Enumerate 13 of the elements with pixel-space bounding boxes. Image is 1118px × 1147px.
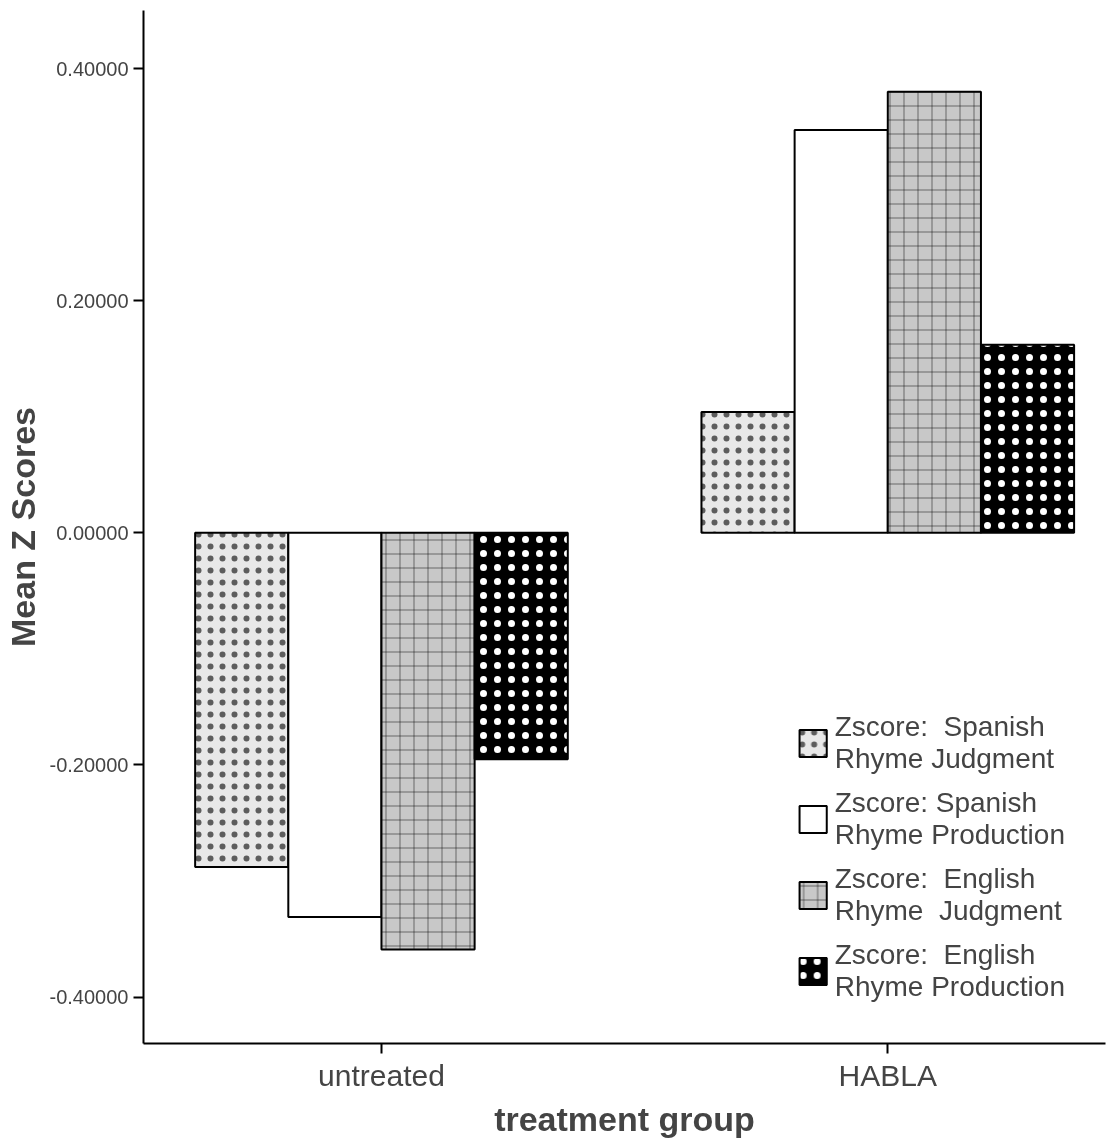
x-tick-label: untreated — [318, 1058, 445, 1092]
legend-label: Zscore: Spanish Rhyme Judgment — [834, 711, 1055, 775]
y-tick-label: -0.40000 — [49, 986, 129, 1009]
legend-label: Zscore: English Rhyme Judgment — [834, 863, 1062, 927]
x-tick-label: HABLA — [838, 1058, 937, 1092]
y-axis-title: Mean Z Scores — [3, 407, 42, 647]
y-tick-label: 0.40000 — [56, 57, 129, 80]
legend-label: Zscore: Spanish Rhyme Production — [834, 787, 1065, 851]
legend-label: Zscore: English Rhyme Production — [834, 939, 1065, 1003]
y-tick-label: -0.20000 — [49, 753, 129, 776]
y-tick-label: 0.00000 — [56, 521, 129, 544]
x-axis-title: treatment group — [494, 1099, 755, 1138]
y-tick-label: 0.20000 — [56, 289, 129, 312]
